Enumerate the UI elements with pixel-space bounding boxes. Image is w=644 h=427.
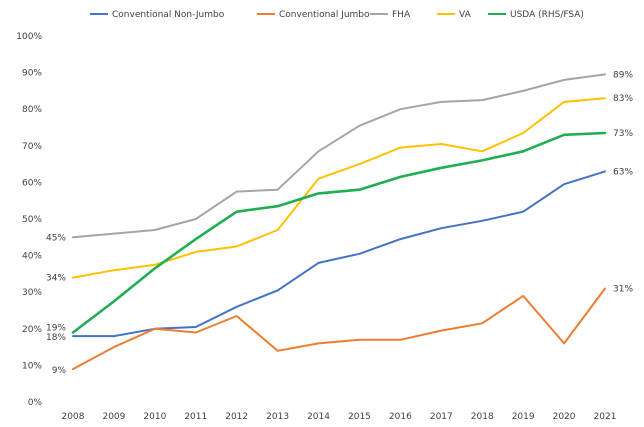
x-tick-label: 2016 [389, 412, 412, 422]
start-data-label: 18% [46, 333, 66, 343]
end-data-label: 73% [613, 129, 633, 139]
x-tick-label: 2013 [266, 412, 289, 422]
legend-item: Conventional Non-Jumbo [90, 10, 225, 20]
series-line [72, 287, 606, 371]
start-data-label: 9% [52, 366, 67, 376]
series-line [72, 97, 606, 279]
legend-label: USDA (RHS/FSA) [510, 10, 584, 20]
x-tick-label: 2012 [225, 412, 248, 422]
y-tick-label: 20% [22, 325, 42, 335]
end-data-label: 89% [613, 70, 633, 80]
y-tick-label: 90% [22, 69, 42, 79]
x-tick-label: 2011 [184, 412, 207, 422]
series-line [72, 73, 606, 239]
x-tick-label: 2021 [594, 412, 617, 422]
series-line [72, 170, 606, 338]
x-tick-label: 2009 [102, 412, 125, 422]
legend-label: Conventional Non-Jumbo [112, 10, 225, 20]
x-tick-label: 2019 [512, 412, 535, 422]
legend-item: Conventional Jumbo [257, 10, 370, 20]
end-data-label: 63% [613, 167, 633, 177]
end-data-label: 31% [613, 285, 633, 295]
y-tick-label: 0% [28, 398, 43, 408]
x-tick-label: 2017 [430, 412, 453, 422]
y-tick-label: 30% [22, 288, 42, 298]
x-axis: 2008 2009 2010 2011 2012 2013 2014 2015 2016 2017… [62, 412, 617, 422]
end-data-label: 83% [613, 94, 633, 104]
legend: Conventional Non-Jumbo Conventional Jumbo… [90, 10, 584, 20]
x-tick-label: 2018 [471, 412, 494, 422]
legend-item: VA [437, 10, 472, 20]
series-lines [71, 73, 607, 371]
legend-item: USDA (RHS/FSA) [488, 10, 584, 20]
x-tick-label: 2010 [143, 412, 166, 422]
legend-label: VA [459, 10, 472, 20]
legend-label: Conventional Jumbo [279, 10, 370, 20]
x-tick-label: 2014 [307, 412, 330, 422]
x-tick-label: 2015 [348, 412, 371, 422]
data-labels: 63% 18% 31% 9% 89% 45% 83% 34% 73% 19% [46, 70, 633, 376]
start-data-label: 34% [46, 274, 66, 284]
y-axis: 0% 10% 20% 30% 40% 50% 60% 70% 80% 90% 100% [16, 32, 42, 408]
y-tick-label: 70% [22, 142, 42, 152]
x-tick-label: 2008 [62, 412, 85, 422]
y-tick-label: 80% [22, 105, 42, 115]
y-tick-label: 10% [22, 361, 42, 371]
start-data-label: 19% [46, 323, 66, 333]
legend-label: FHA [392, 10, 411, 20]
y-tick-label: 100% [16, 32, 42, 42]
x-tick-label: 2020 [553, 412, 576, 422]
y-tick-label: 50% [22, 215, 42, 225]
series-line [71, 131, 607, 334]
start-data-label: 45% [46, 233, 66, 243]
legend-item: FHA [370, 10, 411, 20]
y-tick-label: 40% [22, 252, 42, 262]
y-tick-label: 60% [22, 178, 42, 188]
